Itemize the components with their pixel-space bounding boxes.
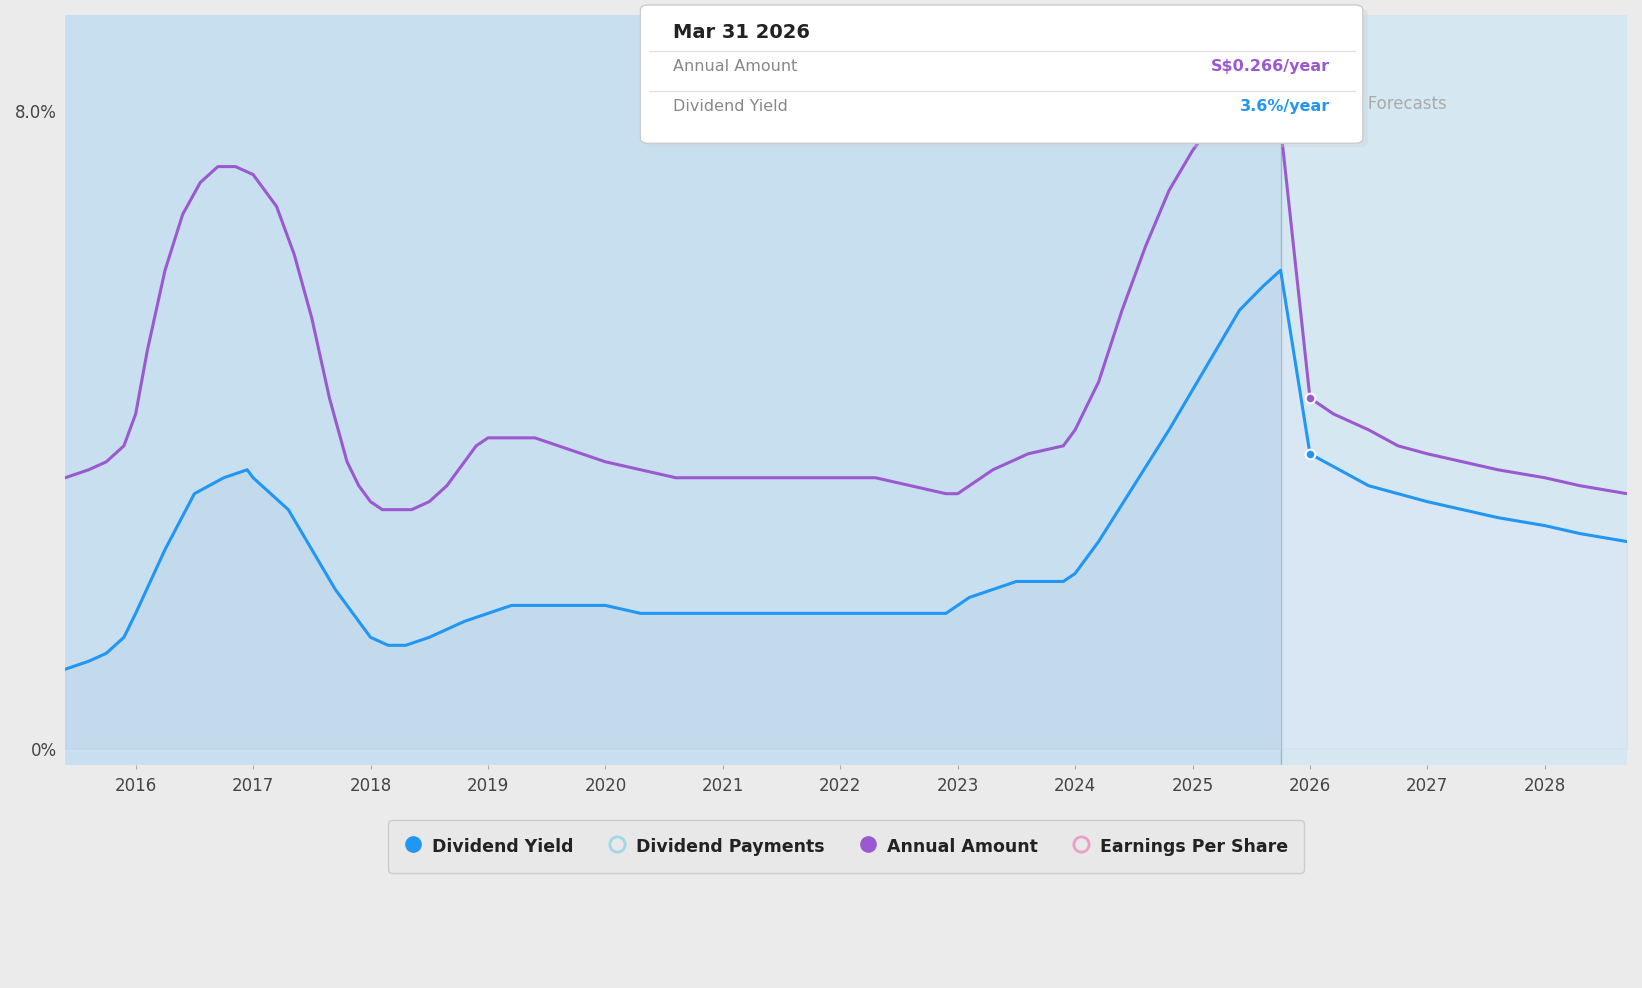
- Text: 3.6%/year: 3.6%/year: [1240, 99, 1330, 114]
- Text: Annual Amount: Annual Amount: [673, 59, 798, 74]
- Text: Dividend Yield: Dividend Yield: [673, 99, 788, 114]
- Legend: Dividend Yield, Dividend Payments, Annual Amount, Earnings Per Share: Dividend Yield, Dividend Payments, Annua…: [388, 820, 1304, 872]
- Text: S$0.266/year: S$0.266/year: [1210, 59, 1330, 74]
- Text: Analysts Forecasts: Analysts Forecasts: [1292, 95, 1447, 113]
- Bar: [66, 15, 1281, 765]
- Text: Past: Past: [1235, 95, 1269, 113]
- Text: Mar 31 2026: Mar 31 2026: [673, 23, 810, 41]
- Bar: [1281, 15, 1627, 765]
